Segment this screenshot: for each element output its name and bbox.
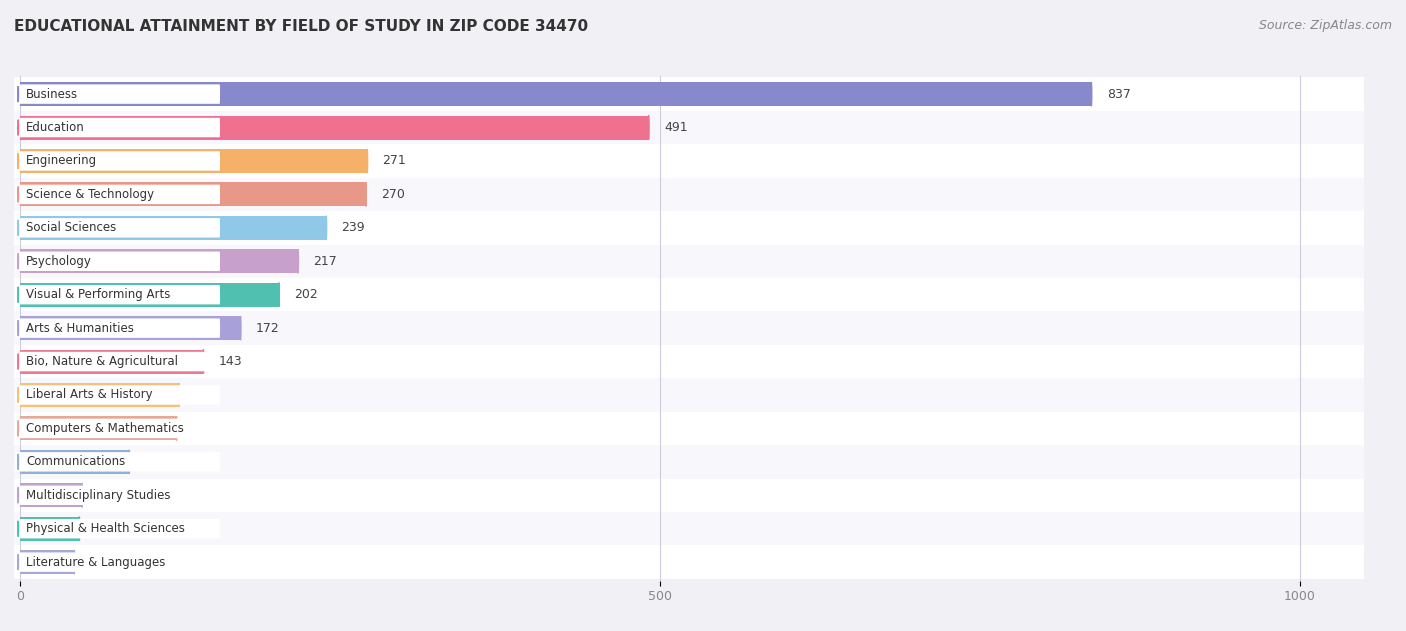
Text: Bio, Nature & Agricultural: Bio, Nature & Agricultural (27, 355, 179, 368)
Text: Source: ZipAtlas.com: Source: ZipAtlas.com (1258, 19, 1392, 32)
Text: 837: 837 (1107, 88, 1130, 100)
Bar (21, 550, 75, 574)
Text: Arts & Humanities: Arts & Humanities (27, 322, 134, 334)
FancyBboxPatch shape (15, 485, 221, 505)
FancyBboxPatch shape (15, 319, 221, 338)
Text: 491: 491 (664, 121, 688, 134)
Bar (21, 216, 326, 240)
Text: EDUCATIONAL ATTAINMENT BY FIELD OF STUDY IN ZIP CODE 34470: EDUCATIONAL ATTAINMENT BY FIELD OF STUDY… (14, 19, 588, 34)
Bar (21, 115, 648, 139)
Text: 48: 48 (97, 489, 112, 502)
Bar (21, 517, 79, 541)
Bar (14, 245, 1364, 278)
FancyBboxPatch shape (15, 185, 221, 204)
Text: 122: 122 (191, 422, 215, 435)
FancyBboxPatch shape (15, 218, 221, 237)
Text: Psychology: Psychology (27, 255, 91, 268)
Bar (14, 144, 1364, 178)
Bar (14, 178, 1364, 211)
Text: Computers & Mathematics: Computers & Mathematics (27, 422, 184, 435)
Bar (14, 512, 1364, 545)
Bar (14, 211, 1364, 245)
Text: 42: 42 (90, 556, 105, 569)
Text: 271: 271 (382, 155, 406, 167)
FancyBboxPatch shape (15, 419, 221, 438)
Text: 124: 124 (194, 389, 218, 401)
FancyBboxPatch shape (15, 118, 221, 138)
Text: 270: 270 (381, 188, 405, 201)
Text: 172: 172 (256, 322, 280, 334)
Text: Liberal Arts & History: Liberal Arts & History (27, 389, 153, 401)
Bar (21, 283, 278, 307)
Bar (21, 350, 204, 374)
Text: 217: 217 (314, 255, 337, 268)
FancyBboxPatch shape (15, 252, 221, 271)
Text: 85: 85 (145, 456, 160, 468)
Text: Visual & Performing Arts: Visual & Performing Arts (27, 288, 170, 301)
Bar (21, 483, 82, 507)
Bar (14, 478, 1364, 512)
Bar (14, 445, 1364, 478)
Text: Physical & Health Sciences: Physical & Health Sciences (27, 522, 186, 535)
Text: Communications: Communications (27, 456, 125, 468)
Text: Social Sciences: Social Sciences (27, 221, 117, 234)
Bar (14, 378, 1364, 411)
Bar (21, 316, 240, 340)
Bar (21, 383, 179, 407)
Bar (14, 78, 1364, 111)
FancyBboxPatch shape (15, 452, 221, 471)
Text: Education: Education (27, 121, 84, 134)
FancyBboxPatch shape (15, 285, 221, 304)
Bar (14, 312, 1364, 345)
FancyBboxPatch shape (15, 386, 221, 404)
Text: Business: Business (27, 88, 79, 100)
Text: 202: 202 (294, 288, 318, 301)
Text: Science & Technology: Science & Technology (27, 188, 155, 201)
Text: Multidisciplinary Studies: Multidisciplinary Studies (27, 489, 170, 502)
Bar (21, 416, 177, 440)
FancyBboxPatch shape (15, 352, 221, 371)
Bar (21, 249, 298, 273)
Bar (21, 149, 367, 173)
Bar (14, 345, 1364, 378)
Text: 143: 143 (219, 355, 242, 368)
FancyBboxPatch shape (15, 552, 221, 572)
FancyBboxPatch shape (15, 151, 221, 171)
Text: Literature & Languages: Literature & Languages (27, 556, 166, 569)
Bar (21, 450, 129, 474)
Bar (14, 278, 1364, 312)
FancyBboxPatch shape (15, 85, 221, 104)
Text: 239: 239 (342, 221, 366, 234)
Text: Engineering: Engineering (27, 155, 97, 167)
FancyBboxPatch shape (15, 519, 221, 538)
Bar (14, 411, 1364, 445)
Bar (21, 82, 1091, 106)
Bar (21, 182, 366, 206)
Bar (14, 545, 1364, 579)
Bar (14, 111, 1364, 144)
Text: 46: 46 (94, 522, 111, 535)
